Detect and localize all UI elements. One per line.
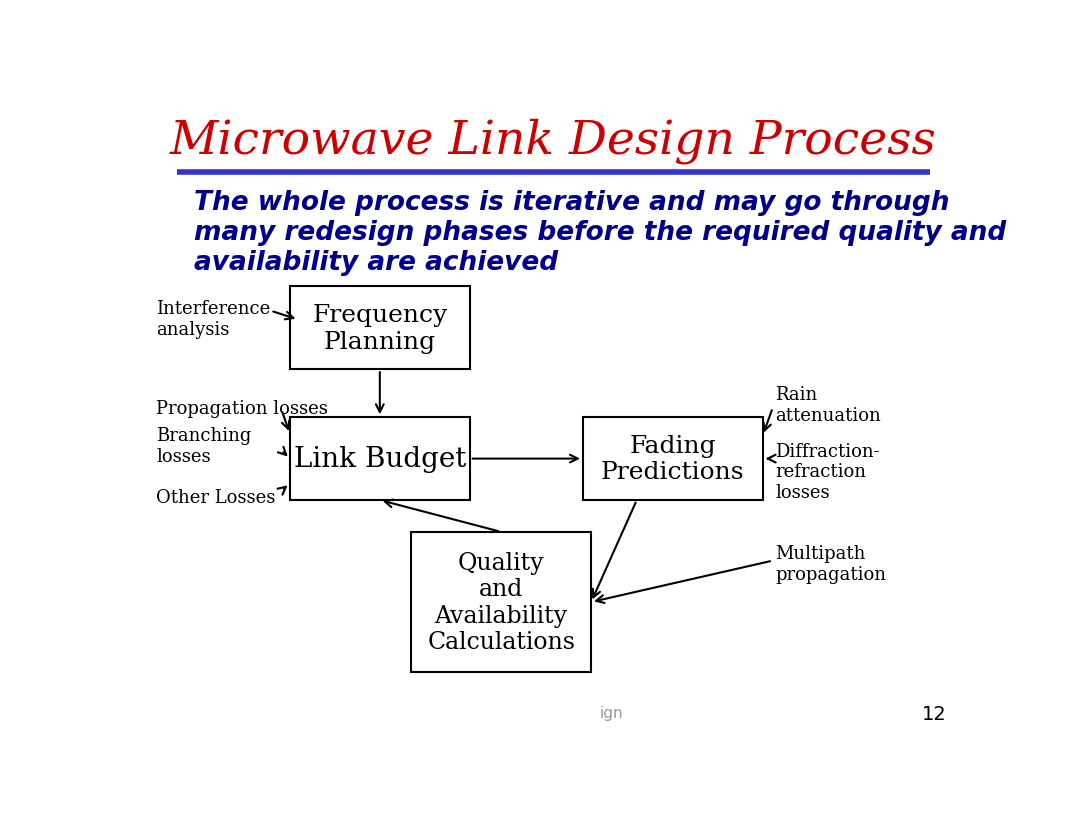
Text: Frequency
Planning: Frequency Planning [312,304,447,353]
Text: Propagation losses: Propagation losses [156,399,328,417]
Text: Diffraction-
refraction
losses: Diffraction- refraction losses [775,442,880,501]
Text: Quality
and
Availability
Calculations: Quality and Availability Calculations [428,551,576,653]
Text: The whole process is iterative and may go through
many redesign phases before th: The whole process is iterative and may g… [193,189,1005,275]
Text: Fading
Predictions: Fading Predictions [602,434,744,484]
Text: Microwave Link Design Process: Microwave Link Design Process [171,117,936,164]
Text: Multipath
propagation: Multipath propagation [775,545,887,584]
Text: Link Budget: Link Budget [294,446,465,472]
Text: Branching
losses: Branching losses [156,427,252,466]
Text: Rain
attenuation: Rain attenuation [775,385,881,424]
Bar [411,533,591,672]
Text: 12: 12 [922,705,947,724]
Text: Other Losses: Other Losses [156,488,275,506]
Text: Interference
analysis: Interference analysis [156,300,270,338]
Text: ign: ign [599,705,623,720]
Bar [583,418,762,500]
Bar [289,418,470,500]
Bar [289,287,470,370]
